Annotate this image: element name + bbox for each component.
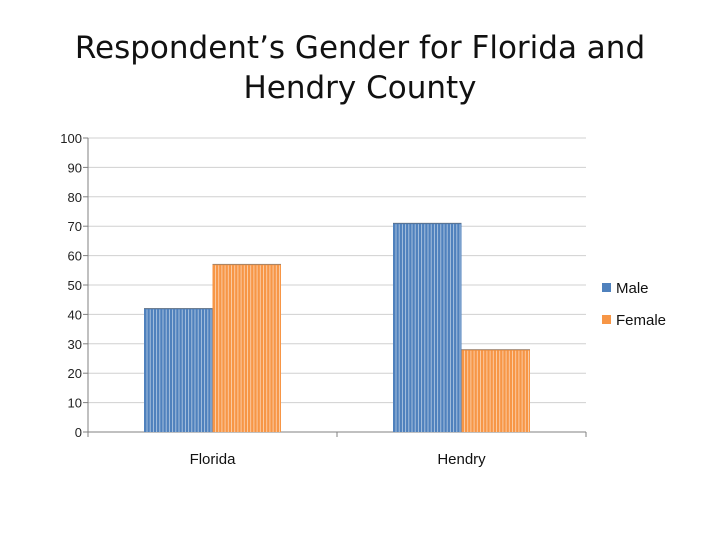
bar-hendry-male [393, 223, 462, 432]
legend-label-female: Female [616, 312, 666, 329]
chart-title-line-2: Hendry County [243, 70, 477, 106]
legend-label-male: Male [616, 280, 649, 297]
bar-florida-female [212, 264, 281, 432]
y-tick-label-50: 50 [68, 278, 82, 293]
y-tick-label-30: 30 [68, 337, 82, 352]
y-tick-label-40: 40 [68, 307, 82, 322]
y-tick-label-10: 10 [68, 396, 82, 411]
y-tick-label-70: 70 [68, 219, 82, 234]
legend-swatch-female [602, 315, 611, 324]
legend-swatch-male [602, 283, 611, 292]
y-tick-label-100: 100 [60, 131, 82, 146]
y-tick-label-20: 20 [68, 366, 82, 381]
y-tick-label-90: 90 [68, 160, 82, 175]
y-tick-label-80: 80 [68, 190, 82, 205]
y-tick-label-0: 0 [75, 425, 82, 440]
x-tick-label-florida: Florida [190, 451, 237, 468]
y-tick-label-60: 60 [68, 249, 82, 264]
chart-title: Respondent’s Gender for Florida and Hend… [40, 28, 680, 108]
chart-title-line-1: Respondent’s Gender for Florida and [74, 30, 646, 66]
x-tick-label-hendry: Hendry [437, 451, 486, 468]
bar-florida-male [144, 308, 213, 432]
bar-hendry-female [461, 349, 530, 432]
